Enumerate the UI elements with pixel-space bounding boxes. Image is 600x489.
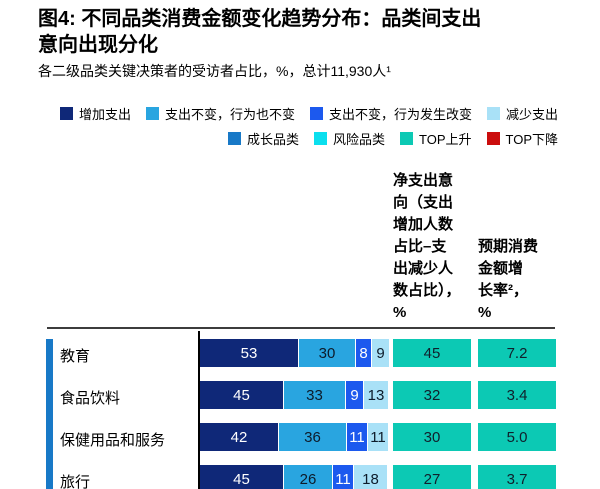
bar-segment: 18: [353, 465, 387, 489]
bar-segment: 26: [283, 465, 332, 489]
legend-label: 支出不变，行为发生改变: [328, 107, 472, 122]
legend-item-top-up: TOP上升: [400, 129, 472, 148]
category-label: 食品饮料: [60, 390, 121, 407]
legend-label: TOP下降: [505, 132, 559, 147]
legend-item-top-down: TOP下降: [486, 129, 559, 148]
legend-label: 风险品类: [332, 132, 385, 147]
net-intent-box: 27: [393, 465, 471, 489]
bar-segment: 30: [298, 339, 355, 367]
top-down-swatch-icon: [486, 132, 500, 145]
legend-item-decrease: 减少支出: [486, 104, 558, 123]
stacked-bar: 42 36 11 11: [200, 423, 388, 451]
table-top-divider: [47, 327, 555, 329]
top-up-swatch-icon: [400, 132, 413, 145]
risk-category-swatch-icon: [313, 132, 327, 145]
bar-segment: 11: [367, 423, 388, 451]
bar-segment: 42: [200, 423, 278, 451]
legend-item-risk-category: 风险品类: [313, 129, 385, 148]
stacked-bar: 53 30 8 9: [200, 339, 389, 367]
chart-row: 旅行 45 26 11 18 27 3.7: [0, 465, 600, 489]
legend-item-growth-category: 成长品类: [227, 129, 299, 148]
figure-subtitle: 各二级品类关键决策者的受访者占比，%，总计11,930人¹: [38, 63, 391, 79]
bar-segment: 9: [345, 381, 363, 409]
net-intent-box: 32: [393, 381, 471, 409]
accent-stripe: [46, 339, 53, 489]
growth-box: 7.2: [478, 339, 556, 367]
same-behavior-swatch-icon: [145, 107, 159, 120]
bar-segment: 8: [355, 339, 371, 367]
increase-swatch-icon: [59, 107, 73, 120]
bar-segment: 11: [332, 465, 353, 489]
bar-segment: 9: [371, 339, 389, 367]
bar-segment: 33: [283, 381, 345, 409]
legend-label: 减少支出: [505, 107, 558, 122]
stacked-bar: 45 26 11 18: [200, 465, 387, 489]
decrease-swatch-icon: [486, 107, 500, 120]
legend-label: 成长品类: [246, 132, 299, 147]
legend-row-1: 增加支出 支出不变，行为也不变 支出不变，行为发生改变 减少支出: [59, 104, 558, 123]
legend-item-increase: 增加支出: [59, 104, 131, 123]
legend-item-same-behavior: 支出不变，行为也不变: [145, 104, 295, 123]
legend-label: 支出不变，行为也不变: [164, 107, 295, 122]
category-label: 旅行: [60, 474, 91, 489]
bar-segment: 45: [200, 381, 283, 409]
chart-row: 食品饮料 45 33 9 13 32 3.4: [0, 381, 600, 423]
bar-segment: 45: [200, 465, 283, 489]
stacked-bar: 45 33 9 13: [200, 381, 388, 409]
legend-label: 增加支出: [78, 107, 131, 122]
changed-behavior-swatch-icon: [309, 107, 323, 120]
growth-category-swatch-icon: [227, 132, 241, 145]
growth-box: 3.7: [478, 465, 556, 489]
bar-segment: 36: [278, 423, 346, 451]
bar-segment: 53: [200, 339, 298, 367]
growth-box: 5.0: [478, 423, 556, 451]
category-label: 教育: [60, 348, 91, 365]
legend-item-changed-behavior: 支出不变，行为发生改变: [309, 104, 472, 123]
growth-column-header: 预期消费 金额增 长率²， %: [478, 238, 539, 321]
legend-row-2: 成长品类 风险品类 TOP上升 TOP下降: [227, 129, 559, 148]
figure-title: 图4: 不同品类消费金额变化趋势分布：品类间支出 意向出现分化: [38, 8, 482, 56]
bar-segment: 11: [346, 423, 367, 451]
net-intent-box: 30: [393, 423, 471, 451]
net-intent-column-header: 净支出意 向（支出 增加人数 占比–支 出减少人 数占比）， %: [393, 172, 461, 321]
net-intent-box: 45: [393, 339, 471, 367]
legend-label: TOP上升: [419, 132, 472, 147]
bar-baseline-axis: [198, 331, 200, 489]
category-label: 保健用品和服务: [60, 432, 166, 449]
growth-box: 3.4: [478, 381, 556, 409]
chart-rows: 教育 53 30 8 9 45 7.2 食品饮料 45 33 9 13 32 3.4 保健用品和服务 42 36…: [0, 339, 600, 489]
chart-row: 保健用品和服务 42 36 11 11 30 5.0: [0, 423, 600, 465]
chart-row: 教育 53 30 8 9 45 7.2: [0, 339, 600, 381]
bar-segment: 13: [363, 381, 388, 409]
